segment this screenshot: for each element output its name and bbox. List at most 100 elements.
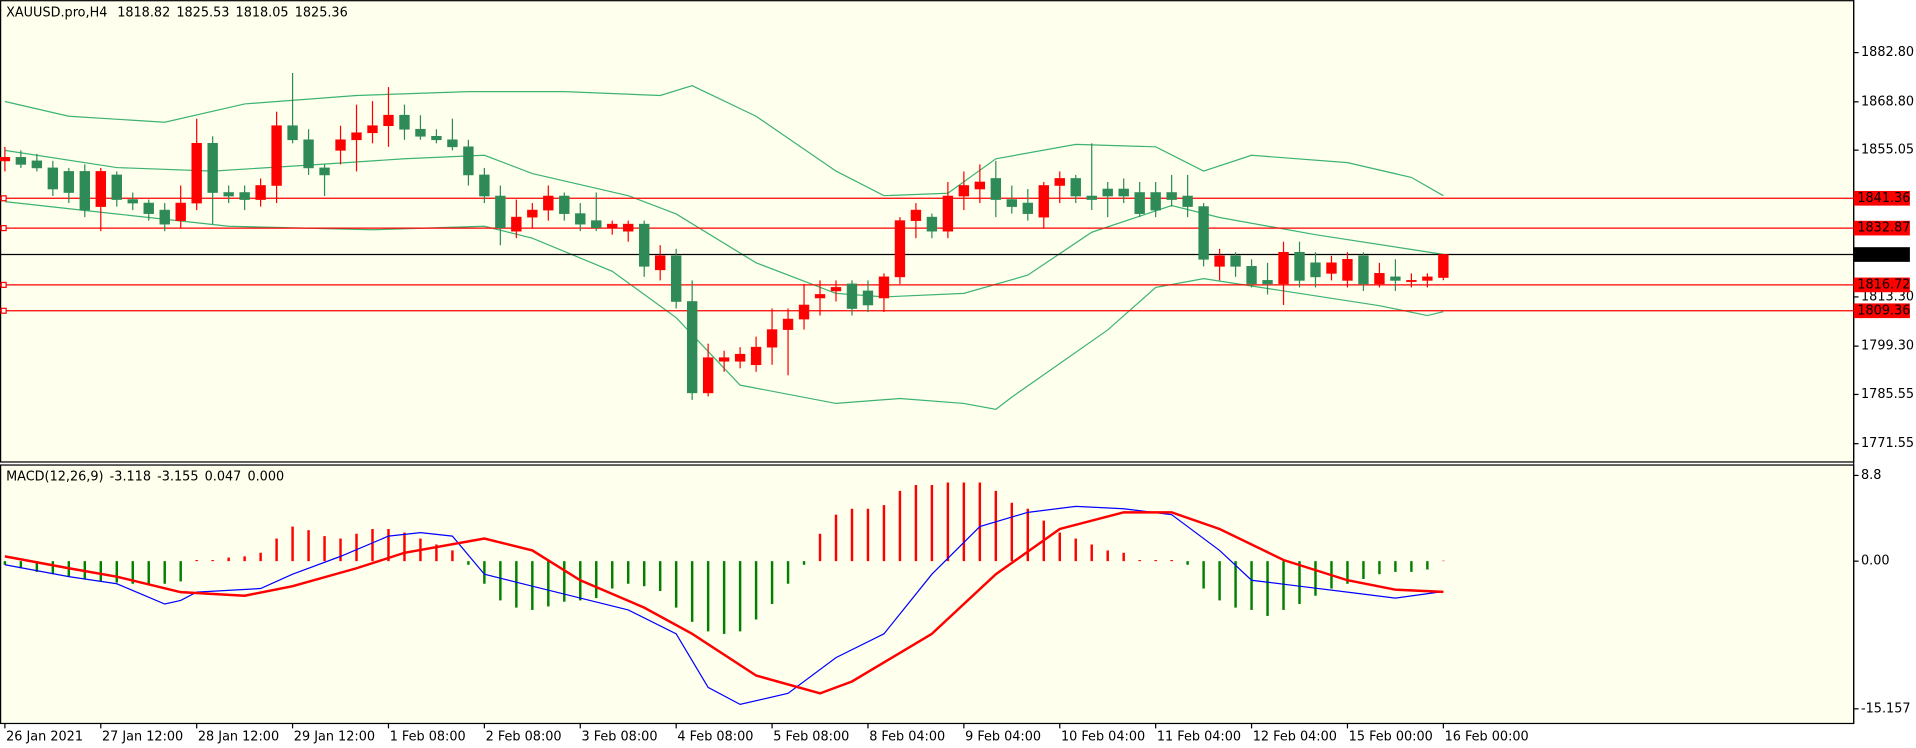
candle-body xyxy=(415,128,426,137)
candle-body xyxy=(1198,206,1209,260)
candle-body xyxy=(63,171,75,193)
macd-signal-readout: -3.155 xyxy=(157,469,198,484)
candle-body xyxy=(479,174,490,197)
chart-header: XAUUSD.pro,H4 1818.82 1825.53 1818.05 1825.3… xyxy=(6,5,348,20)
candle-body xyxy=(814,294,826,299)
candle-body xyxy=(830,287,842,292)
candle-body xyxy=(702,357,714,394)
x-tick-label: 9 Feb 04:00 xyxy=(965,729,1041,744)
candle-body xyxy=(463,146,474,176)
candle-body xyxy=(287,125,298,141)
candle-body xyxy=(383,114,394,127)
candle-body xyxy=(1230,255,1241,267)
macd-header: MACD(12,26,9) -3.118 -3.155 0.047 0.000 xyxy=(6,469,284,484)
candle-body xyxy=(495,195,506,228)
candle-body xyxy=(31,160,43,169)
candle-body xyxy=(127,199,138,204)
candle-body xyxy=(255,185,266,200)
candle-body xyxy=(1246,266,1257,285)
price-tick-label: 1771.55 xyxy=(1861,436,1914,451)
candle-body xyxy=(862,290,874,306)
candle-body xyxy=(1406,280,1417,282)
candle-body xyxy=(990,178,1002,200)
candle-body xyxy=(1342,258,1353,281)
x-tick-label: 5 Feb 08:00 xyxy=(773,729,849,744)
candle-body xyxy=(1214,255,1225,267)
x-tick-label: 12 Feb 04:00 xyxy=(1253,729,1337,744)
macd-main-line xyxy=(4,505,1444,706)
candle-body xyxy=(1038,185,1049,218)
macd-panel xyxy=(0,464,1855,725)
candle-body xyxy=(894,220,906,278)
candle-body xyxy=(846,283,858,309)
candle-body xyxy=(1166,192,1177,200)
macd-title: MACD(12,26,9) xyxy=(6,469,103,484)
macd-signal-line xyxy=(4,511,1444,695)
price-label: 1825.36 xyxy=(1857,247,1910,262)
candle-body xyxy=(942,195,954,232)
open-readout: 1818.82 xyxy=(117,5,170,20)
candle-body xyxy=(511,216,522,232)
candle-body xyxy=(319,167,330,176)
candle-body xyxy=(191,143,202,204)
candle-body xyxy=(1358,255,1369,285)
candle-body xyxy=(223,192,234,197)
level-label-box xyxy=(1853,190,1910,206)
candle-body xyxy=(47,167,59,190)
candle-body xyxy=(159,209,170,225)
x-tick-label: 26 Jan 2021 xyxy=(6,729,83,744)
candle-body xyxy=(910,209,922,221)
candle-body xyxy=(1310,262,1321,278)
low-readout: 1818.05 xyxy=(236,5,289,20)
x-tick-label: 8 Feb 04:00 xyxy=(869,729,945,744)
candle-body xyxy=(527,209,538,218)
candle-body xyxy=(734,353,746,362)
candle-body xyxy=(878,276,890,299)
candle-body xyxy=(303,139,314,169)
candle-body xyxy=(0,157,11,162)
level-label-box xyxy=(1853,220,1910,236)
candle-body xyxy=(1390,276,1401,281)
x-tick-label: 3 Feb 08:00 xyxy=(581,729,657,744)
level-anchor xyxy=(0,195,7,202)
high-readout: 1825.53 xyxy=(176,5,229,20)
candle-body xyxy=(1182,195,1193,207)
level-label-box xyxy=(1853,277,1910,293)
candle-body xyxy=(1326,262,1337,274)
bollinger-upper xyxy=(4,85,1444,197)
price-tick-label: 1868.80 xyxy=(1861,94,1914,109)
candle-body xyxy=(559,195,570,214)
candle-body xyxy=(623,223,634,232)
candle-body xyxy=(926,216,938,232)
price-tick-label: 1785.55 xyxy=(1861,387,1914,402)
x-tick-label: 16 Feb 00:00 xyxy=(1445,729,1529,744)
candle-body xyxy=(1374,273,1385,285)
x-tick-label: 10 Feb 04:00 xyxy=(1061,729,1145,744)
candle-body xyxy=(1278,251,1289,285)
level-anchor xyxy=(0,225,7,232)
candle-body xyxy=(143,202,154,214)
candle-body xyxy=(1294,251,1305,281)
candle-body xyxy=(399,114,410,130)
candle-body xyxy=(958,185,970,197)
candle-body xyxy=(1262,280,1273,285)
candle-body xyxy=(1438,254,1449,278)
candle-body xyxy=(974,181,986,190)
candle-body xyxy=(766,329,778,348)
candle-body xyxy=(607,223,618,228)
candle-body xyxy=(431,135,442,141)
candle-body xyxy=(335,139,346,151)
candle-body xyxy=(239,192,250,200)
level-label-box xyxy=(1853,303,1910,319)
candle-body xyxy=(447,139,458,148)
candle-body xyxy=(718,357,730,362)
x-tick-label: 1 Feb 08:00 xyxy=(390,729,466,744)
candle-body xyxy=(782,318,794,330)
candle-body xyxy=(1070,178,1081,197)
price-tick-label: 1855.05 xyxy=(1861,143,1914,158)
candle-body xyxy=(351,132,362,141)
candle-body xyxy=(686,301,698,394)
candle-body xyxy=(1150,192,1161,211)
candle-body xyxy=(1006,199,1018,207)
